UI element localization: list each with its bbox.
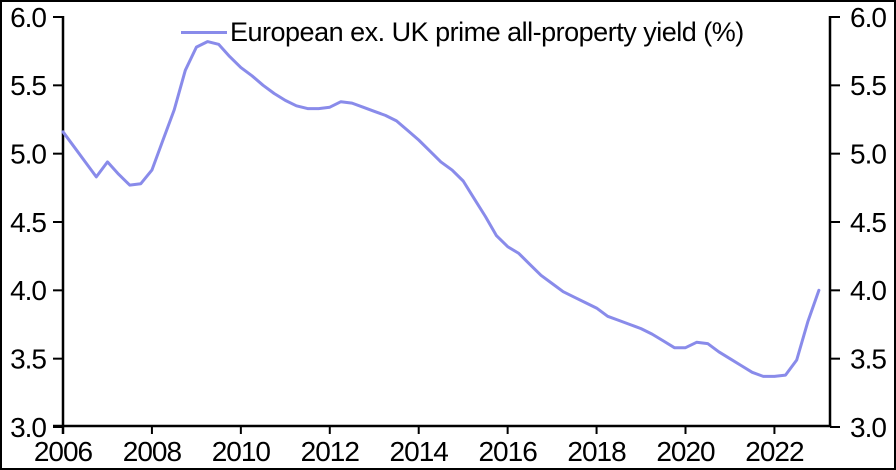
y-tick-label-left: 4.0 xyxy=(10,275,46,306)
y-tick-label-right: 3.0 xyxy=(850,412,886,443)
x-tick-label: 2008 xyxy=(123,436,182,467)
y-tick-label-right: 4.0 xyxy=(850,275,886,306)
x-tick-label: 2014 xyxy=(390,436,449,467)
y-tick-label-left: 5.0 xyxy=(10,138,46,169)
y-tick-label-right: 4.5 xyxy=(850,207,886,238)
y-tick-label-right: 5.0 xyxy=(850,138,886,169)
y-tick-label-right: 6.0 xyxy=(850,2,886,33)
y-tick-label-left: 4.5 xyxy=(10,207,46,238)
y-tick-label-left: 5.5 xyxy=(10,70,46,101)
x-tick-label: 2018 xyxy=(567,436,626,467)
y-tick-label-left: 3.5 xyxy=(10,343,46,374)
y-tick-label-left: 3.0 xyxy=(10,412,46,443)
x-tick-label: 2006 xyxy=(34,436,93,467)
yield-line-series xyxy=(61,40,821,378)
y-tick-label-left: 6.0 xyxy=(10,2,46,33)
x-tick-label: 2010 xyxy=(212,436,271,467)
y-tick-label-right: 3.5 xyxy=(850,343,886,374)
data-series xyxy=(61,40,821,378)
x-tick-label: 2016 xyxy=(478,436,537,467)
x-tick-label: 2012 xyxy=(301,436,360,467)
axes xyxy=(53,16,832,434)
x-tick-label: 2022 xyxy=(745,436,804,467)
axis-ticks xyxy=(53,16,840,434)
y-tick-label-right: 5.5 xyxy=(850,70,886,101)
x-tick-label: 2020 xyxy=(656,436,715,467)
axis-tick-labels: 6.0 6.0 5.5 5.5 5.0 5.0 4.5 4.5 4.0 4.0 3.5 3.5 3.0 3… xyxy=(10,2,887,467)
